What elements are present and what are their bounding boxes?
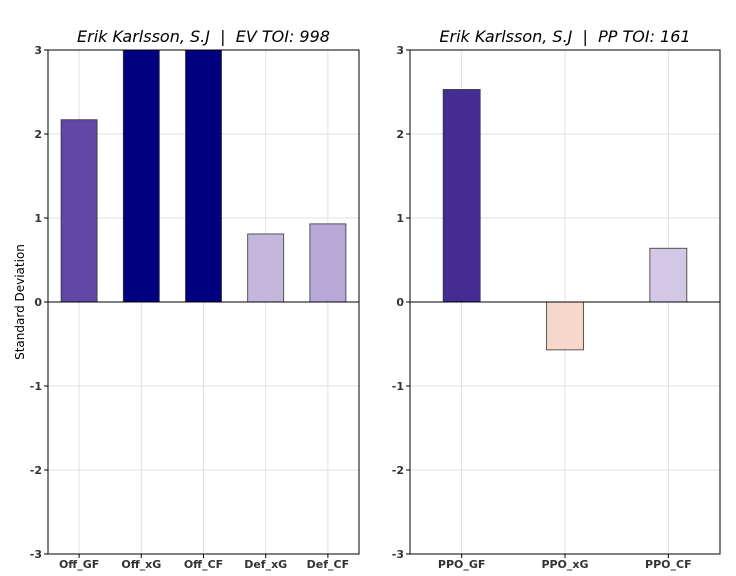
y-tick-label: 2 — [396, 128, 404, 141]
x-tick-label: Off_CF — [184, 558, 223, 571]
y-tick-label: -2 — [392, 464, 404, 477]
y-tick-label: 0 — [396, 296, 404, 309]
bar-ppo-gf — [442, 89, 481, 303]
bar-off-xg — [122, 50, 160, 303]
y-tick-label: 3 — [396, 44, 404, 57]
x-tick-label: PPO_xG — [541, 558, 588, 571]
chart-right-panel: -3 -2 -1 0 1 2 3 PPO_GF PPO_xG PPO_CF Erik Karlsso… — [392, 27, 721, 571]
y-tick-label: 1 — [396, 212, 404, 225]
chart-left-panel: -3 -2 -1 0 1 2 3 Off_GF Off_xG Off_CF Def_xG Def_CF… — [13, 27, 360, 571]
bar-off-cf — [185, 50, 222, 303]
bar-ppo-cf — [649, 247, 688, 303]
bar-def-xg — [247, 233, 285, 303]
y-tick-label: -1 — [30, 380, 42, 393]
y-tick-label: -3 — [30, 548, 42, 561]
chart-title: Erik Karlsson, S.J | EV TOI: 998 — [77, 27, 330, 46]
y-tick-label: -2 — [30, 464, 42, 477]
x-tick-label: PPO_CF — [645, 558, 692, 571]
y-tick-label: -1 — [392, 380, 404, 393]
bar-ppo-xg — [546, 301, 584, 351]
y-tick-label: 1 — [34, 212, 42, 225]
x-tick-label: Def_xG — [244, 558, 287, 571]
bar-group — [442, 89, 688, 351]
x-tick-label: Off_GF — [59, 558, 99, 571]
y-tick-label: 2 — [34, 128, 42, 141]
y-tick-label: -3 — [392, 548, 404, 561]
bar-group — [60, 50, 347, 303]
bar-off-gf — [60, 119, 98, 303]
x-tick-label: Off_xG — [121, 558, 161, 571]
x-tick-label: PPO_GF — [438, 558, 486, 571]
y-axis-label: Standard Deviation — [13, 244, 27, 360]
y-tick-label: 0 — [34, 296, 42, 309]
x-tick-label: Def_CF — [307, 558, 349, 571]
y-tick-label: 3 — [34, 44, 42, 57]
chart-title: Erik Karlsson, S.J | PP TOI: 161 — [439, 27, 690, 46]
bar-def-cf — [309, 223, 347, 303]
